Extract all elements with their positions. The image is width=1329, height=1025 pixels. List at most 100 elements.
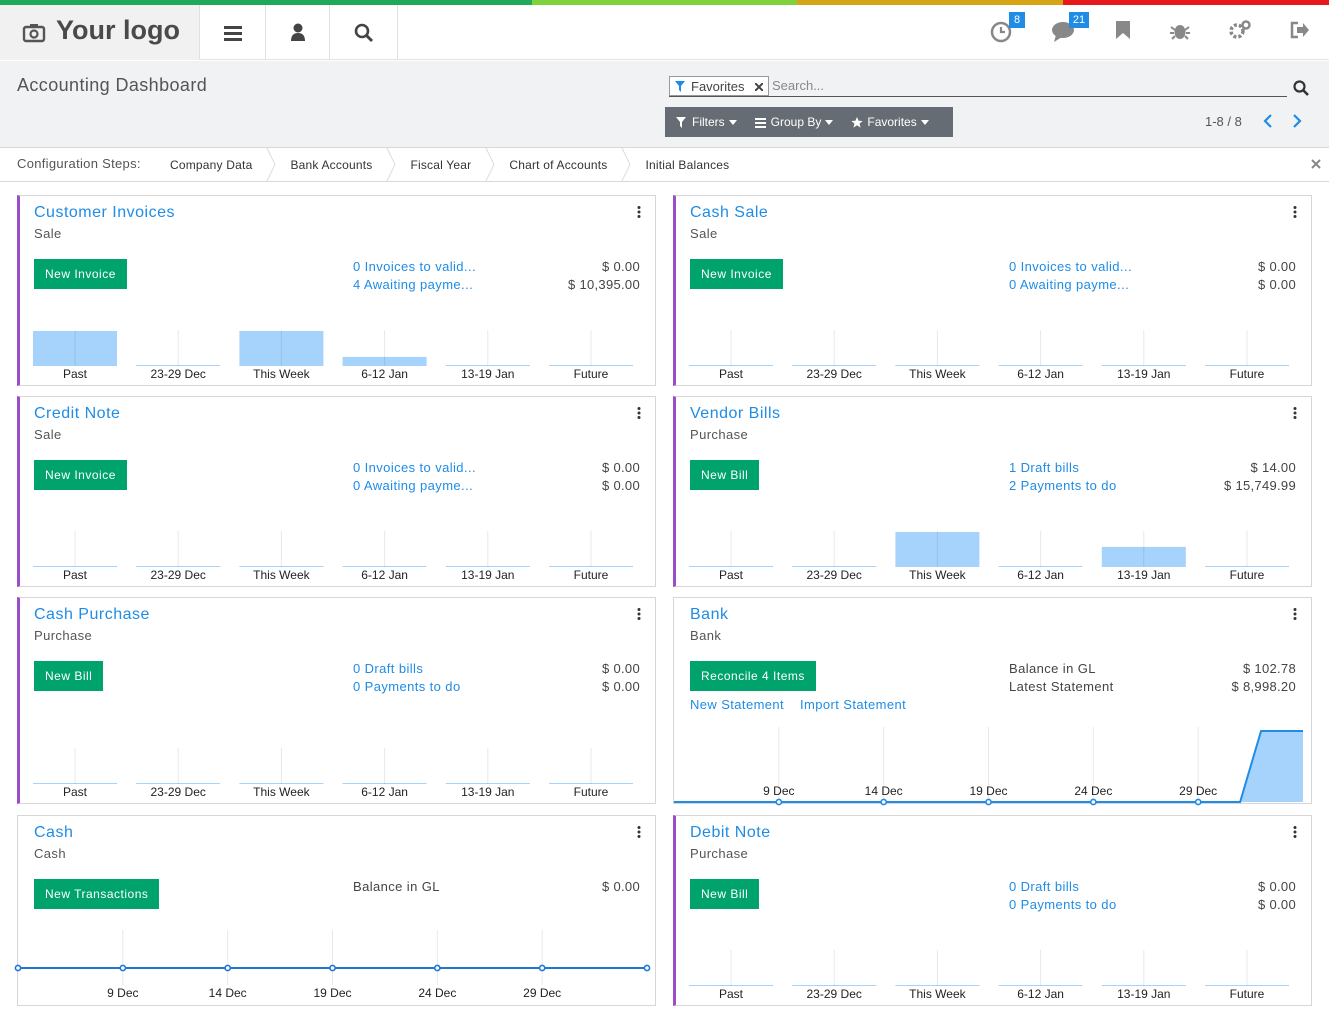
menu-button[interactable] — [200, 5, 266, 60]
pager-next[interactable] — [1292, 114, 1302, 128]
bar — [549, 566, 633, 567]
icon-shape — [637, 608, 641, 611]
card-button[interactable]: New Invoice — [690, 259, 783, 289]
search-icon[interactable] — [1293, 80, 1309, 96]
card-amount: $ 0.00 — [1258, 259, 1296, 274]
card-menu[interactable] — [637, 407, 641, 419]
pager: 1-8 / 8 — [1205, 114, 1242, 129]
button-icon — [754, 117, 766, 128]
bar — [342, 356, 427, 366]
card-title[interactable]: Bank — [690, 606, 729, 623]
search-button[interactable] — [330, 5, 398, 60]
card-link[interactable]: 1 Draft bills — [1009, 460, 1080, 475]
bar — [998, 365, 1083, 366]
card-link[interactable]: 0 Invoices to valid... — [1009, 259, 1132, 274]
card-button[interactable]: New Bill — [690, 460, 760, 490]
card-button[interactable]: New Transactions — [34, 879, 160, 909]
card-menu[interactable] — [1293, 206, 1297, 218]
user-button[interactable] — [266, 5, 330, 60]
card-menu[interactable] — [1293, 407, 1297, 419]
search-options — [665, 107, 953, 137]
step-separator — [622, 148, 632, 181]
icon-shape — [622, 148, 632, 181]
journal-card — [17, 396, 656, 587]
search-option-button[interactable]: Group By — [754, 115, 834, 129]
search-underline — [669, 96, 1287, 97]
search-option-button[interactable]: Favorites — [851, 115, 929, 129]
card-title[interactable]: Cash Sale — [690, 204, 769, 221]
card-button[interactable]: New Bill — [34, 661, 104, 691]
icon-shape — [825, 119, 834, 125]
card-link[interactable]: 0 Invoices to valid... — [353, 460, 476, 475]
card-button[interactable]: New Invoice — [34, 460, 127, 490]
caret — [920, 119, 929, 125]
card-button[interactable]: New Invoice — [34, 259, 127, 289]
bar — [549, 783, 633, 784]
card-title[interactable]: Cash — [34, 824, 74, 841]
card-chart: 9 Dec 14 Dec 19 Dec 24 Dec 29 Dec — [674, 727, 1303, 806]
settings-icon[interactable] — [1228, 19, 1252, 41]
x-tick-label: Past — [63, 785, 88, 799]
card-chart: Past 23-29 Dec This Week 6-12 Jan 13-19 Jan F… — [689, 330, 1289, 381]
card-amount: $ 0.00 — [602, 460, 640, 475]
logo-text: Your logo — [56, 15, 180, 45]
icon-shape — [1293, 411, 1297, 415]
card-link[interactable]: 0 Draft bills — [1009, 879, 1080, 894]
search-option-button[interactable]: Filters — [676, 115, 737, 129]
card-link[interactable]: 0 Invoices to valid... — [353, 259, 476, 274]
card-menu[interactable] — [1293, 826, 1297, 838]
activity-icon[interactable] — [990, 20, 1014, 44]
card-link[interactable]: Import Statement — [800, 697, 907, 712]
chat-icon[interactable] — [1051, 20, 1079, 44]
logout-icon[interactable] — [1290, 21, 1310, 39]
config-bar — [0, 147, 1329, 182]
card-link[interactable]: 0 Payments to do — [353, 679, 461, 694]
card-menu[interactable] — [637, 206, 641, 218]
card-menu[interactable] — [637, 608, 641, 620]
config-step[interactable]: Initial Balances — [645, 157, 730, 172]
card-title[interactable]: Cash Purchase — [34, 606, 150, 623]
icon-shape — [1293, 826, 1297, 829]
card-menu[interactable] — [637, 826, 641, 838]
bookmark-icon[interactable] — [1115, 21, 1131, 41]
card-link[interactable]: 0 Awaiting payme... — [1009, 277, 1130, 292]
icon-shape — [676, 116, 686, 128]
card-title[interactable]: Debit Note — [690, 824, 771, 841]
card-link[interactable]: 0 Draft bills — [353, 661, 424, 676]
config-step[interactable]: Company Data — [170, 157, 253, 172]
bar — [792, 985, 877, 986]
x-tick-label: 13-19 Jan — [1117, 987, 1170, 1001]
x-tick-label: 24 Dec — [418, 986, 456, 1000]
search-facet[interactable]: Favorites — [669, 76, 769, 96]
bar — [136, 783, 221, 784]
card-title[interactable]: Customer Invoices — [34, 204, 175, 221]
card-button[interactable]: Reconcile 4 Items — [690, 661, 816, 691]
search-placeholder[interactable]: Search... — [772, 78, 825, 93]
card-link[interactable]: 4 Awaiting payme... — [353, 277, 474, 292]
page-title: Accounting Dashboard — [17, 75, 208, 95]
point — [224, 964, 232, 972]
config-step[interactable]: Chart of Accounts — [509, 157, 608, 172]
card-title[interactable]: Vendor Bills — [690, 405, 781, 422]
card-chart: Past 23-29 Dec This Week 6-12 Jan 13-19 Jan F… — [33, 748, 633, 799]
config-step[interactable]: Bank Accounts — [290, 157, 373, 172]
card-link[interactable]: 0 Payments to do — [1009, 897, 1117, 912]
debug-icon[interactable] — [1170, 20, 1190, 40]
card-link[interactable]: 2 Payments to do — [1009, 478, 1117, 493]
pager-prev[interactable] — [1263, 114, 1273, 128]
card-link[interactable]: New Statement — [690, 697, 785, 712]
x-tick-label: 6-12 Jan — [361, 568, 408, 582]
logo-area[interactable]: Your logo — [0, 5, 200, 60]
config-step[interactable]: Fiscal Year — [410, 157, 472, 172]
facet-remove[interactable] — [755, 83, 763, 91]
card-link[interactable]: 0 Awaiting payme... — [353, 478, 474, 493]
card-title[interactable]: Credit Note — [34, 405, 121, 422]
card-button[interactable]: New Bill — [690, 879, 760, 909]
card-subtitle: Sale — [34, 226, 62, 241]
bar — [445, 783, 530, 784]
config-close[interactable] — [1311, 159, 1321, 169]
card-menu[interactable] — [1293, 608, 1297, 620]
card-label: Balance in GL — [1009, 661, 1096, 676]
control-panel — [0, 61, 1329, 148]
icon-shape — [1293, 835, 1297, 838]
